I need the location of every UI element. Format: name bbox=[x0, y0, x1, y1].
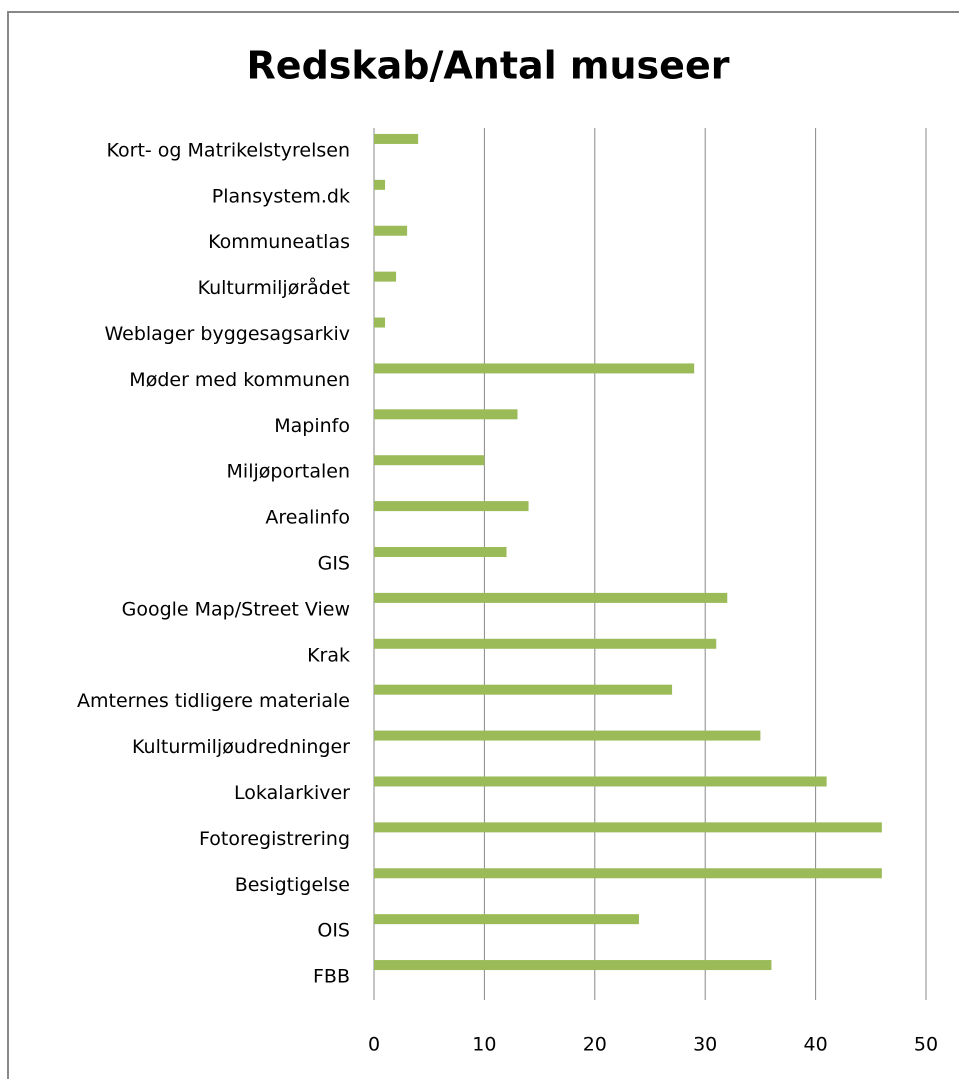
bar bbox=[374, 271, 397, 282]
y-tick-label: Møder med kommunen bbox=[129, 369, 350, 391]
y-tick-label: GIS bbox=[318, 553, 350, 575]
chart-frame bbox=[7, 11, 959, 1079]
y-tick-label: Plansystem.dk bbox=[212, 185, 350, 207]
bar bbox=[374, 409, 518, 420]
bar bbox=[374, 592, 728, 603]
y-tick-label: Amternes tidligere materiale bbox=[77, 690, 350, 712]
y-tick-label: Weblager byggesagsarkiv bbox=[104, 323, 350, 345]
y-tick-label: Besigtigelse bbox=[235, 874, 350, 896]
bar bbox=[374, 822, 882, 833]
bar bbox=[374, 455, 485, 466]
bar bbox=[374, 960, 772, 971]
bar bbox=[374, 179, 386, 190]
x-tick-label: 0 bbox=[368, 1034, 380, 1056]
bar bbox=[374, 363, 695, 374]
x-tick-label: 10 bbox=[472, 1034, 496, 1056]
y-tick-label: Fotoregistrering bbox=[199, 828, 350, 850]
y-tick-label: Lokalarkiver bbox=[234, 782, 350, 804]
y-tick-label: Arealinfo bbox=[265, 507, 350, 529]
y-tick-label: Kommuneatlas bbox=[208, 231, 350, 253]
y-tick-label: Miljøportalen bbox=[227, 461, 350, 483]
y-tick-label: Kulturmiljøudredninger bbox=[132, 736, 350, 758]
bar bbox=[374, 730, 761, 741]
y-tick-label: Mapinfo bbox=[274, 415, 350, 437]
y-tick-label: OIS bbox=[317, 920, 350, 942]
y-tick-label: Google Map/Street View bbox=[122, 598, 350, 620]
bar bbox=[374, 317, 386, 328]
x-tick-label: 20 bbox=[583, 1034, 607, 1056]
y-tick-label: FBB bbox=[313, 966, 350, 988]
bar bbox=[374, 868, 882, 879]
x-tick-label: 50 bbox=[914, 1034, 938, 1056]
bar bbox=[374, 684, 673, 695]
bar bbox=[374, 225, 408, 236]
x-tick-label: 30 bbox=[693, 1034, 717, 1056]
x-tick-label: 40 bbox=[804, 1034, 828, 1056]
bar bbox=[374, 638, 717, 649]
bar bbox=[374, 547, 507, 557]
y-tick-label: Krak bbox=[307, 644, 350, 666]
chart-title: Redskab/Antal museer bbox=[247, 44, 730, 88]
bar bbox=[374, 914, 639, 925]
bar bbox=[374, 776, 827, 787]
bar bbox=[374, 501, 529, 512]
y-tick-label: Kort- og Matrikelstyrelsen bbox=[107, 139, 350, 161]
y-tick-label: Kulturmiljørådet bbox=[198, 276, 350, 299]
bar bbox=[374, 133, 419, 144]
